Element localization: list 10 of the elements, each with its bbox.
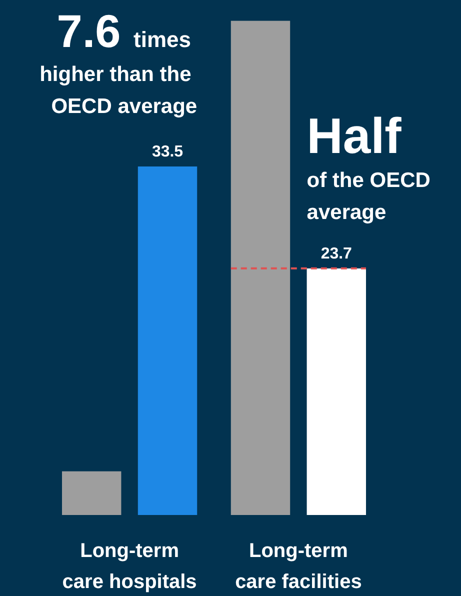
x-tick-label: Long-term care hospitals bbox=[62, 540, 197, 593]
bar bbox=[306, 268, 366, 515]
bar bbox=[138, 166, 198, 515]
bar bbox=[230, 20, 290, 515]
data-label: 33.5 bbox=[152, 143, 184, 160]
x-tick-label: Long-term care facilities bbox=[235, 540, 362, 593]
annotation: 7.6 times higher than the OECD average bbox=[40, 5, 198, 118]
data-label: 23.7 bbox=[320, 245, 352, 262]
bar bbox=[62, 471, 122, 515]
annotation: Half of the OECD average bbox=[306, 108, 436, 224]
